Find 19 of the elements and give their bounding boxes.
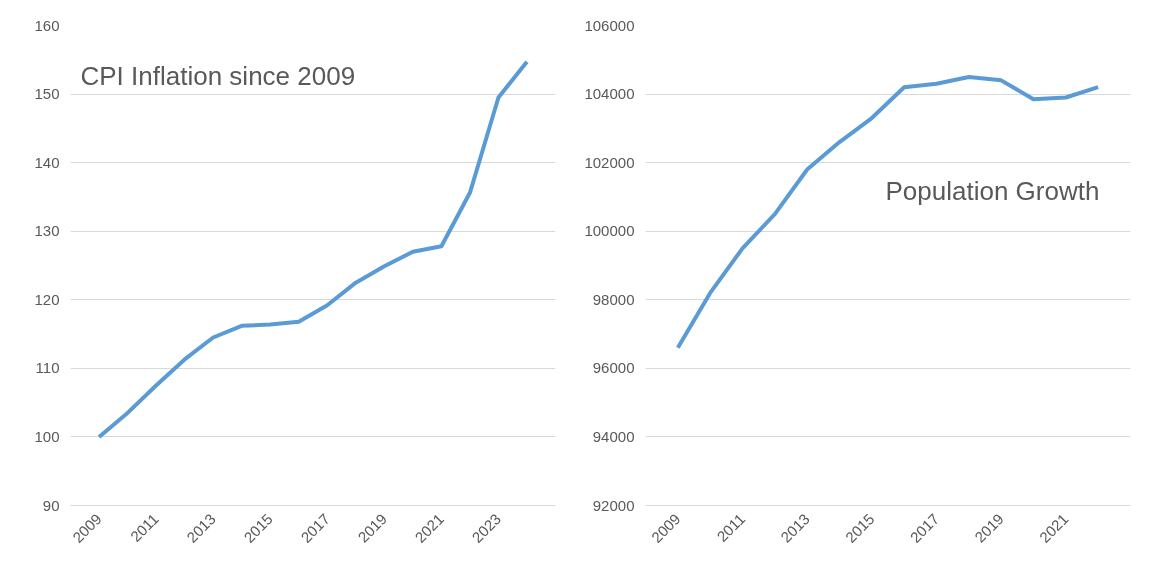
y-tick-label: 120 bbox=[34, 290, 60, 308]
y-tick-label: 100000 bbox=[584, 222, 635, 240]
text: CPI Inflation since 2009 bbox=[80, 60, 356, 91]
y-tick-label: 150 bbox=[34, 85, 60, 103]
y-tick-label: 94000 bbox=[592, 427, 635, 445]
y-tick-label: 96000 bbox=[592, 359, 635, 377]
y-tick-label: 140 bbox=[34, 153, 60, 171]
y-tick-label: 110 bbox=[35, 359, 60, 377]
y-tick-label: 106000 bbox=[584, 16, 635, 34]
y-tick-label: 100 bbox=[34, 427, 60, 445]
y-tick-label: 98000 bbox=[592, 290, 635, 308]
line-series bbox=[675, 74, 1101, 350]
y-tick-label: 90 bbox=[42, 496, 60, 514]
y-tick-label: 160 bbox=[34, 16, 60, 34]
text: Population Growth bbox=[885, 175, 1100, 206]
y-tick-label: 102000 bbox=[584, 153, 635, 171]
y-tick-label: 130 bbox=[34, 222, 60, 240]
y-tick-label: 92000 bbox=[592, 496, 635, 514]
y-tick-label: 104000 bbox=[584, 85, 635, 103]
